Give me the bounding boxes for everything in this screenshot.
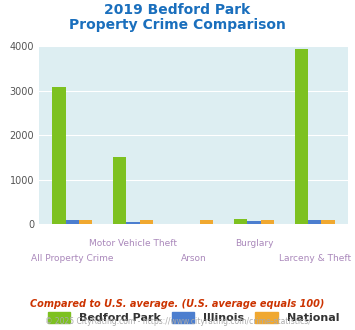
Bar (140, 220, 153, 224)
Bar (321, 220, 334, 224)
Text: Burglary: Burglary (235, 239, 273, 248)
Text: Property Crime Comparison: Property Crime Comparison (69, 18, 286, 32)
Bar (79, 220, 92, 224)
Text: Larceny & Theft: Larceny & Theft (279, 254, 351, 263)
Bar (261, 220, 274, 224)
Text: 2019 Bedford Park: 2019 Bedford Park (104, 3, 251, 17)
Bar (295, 49, 308, 224)
Bar (53, 87, 66, 224)
Text: All Property Crime: All Property Crime (31, 254, 114, 263)
Bar (234, 219, 247, 224)
Bar (200, 220, 213, 224)
Text: © 2025 CityRating.com - https://www.cityrating.com/crime-statistics/: © 2025 CityRating.com - https://www.city… (45, 317, 310, 326)
Text: Compared to U.S. average. (U.S. average equals 100): Compared to U.S. average. (U.S. average … (30, 299, 325, 309)
Bar (308, 220, 321, 224)
Legend: Bedford Park, Illinois, National: Bedford Park, Illinois, National (45, 308, 342, 326)
Bar (247, 221, 261, 224)
Text: Motor Vehicle Theft: Motor Vehicle Theft (89, 239, 177, 248)
Bar (126, 222, 140, 224)
Text: Arson: Arson (181, 254, 206, 263)
Bar (66, 220, 79, 224)
Bar (113, 157, 126, 224)
